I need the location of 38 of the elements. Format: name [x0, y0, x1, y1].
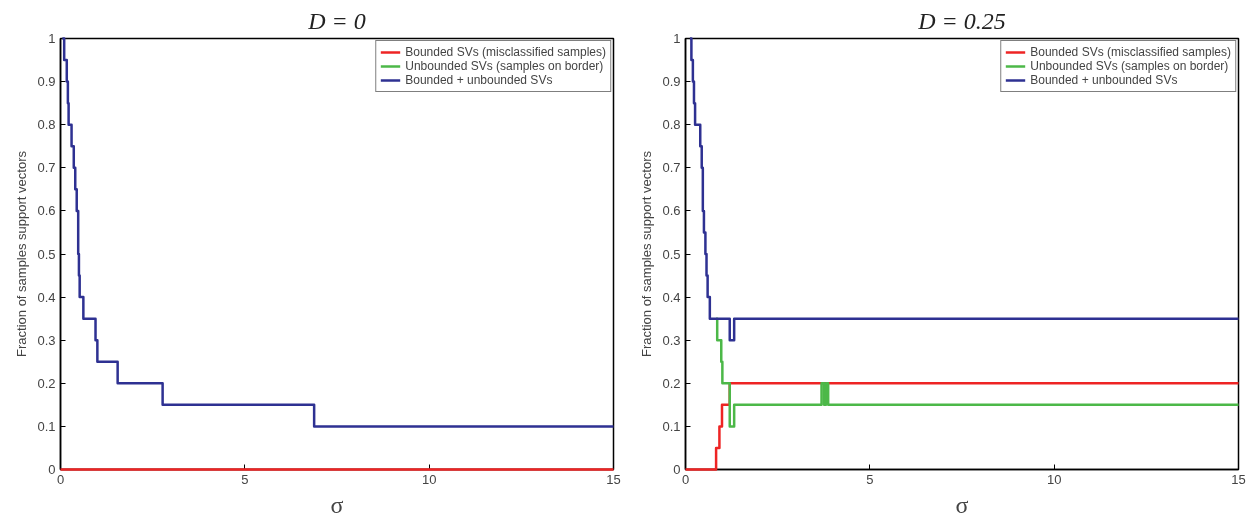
y-tick-label: 0.3: [37, 332, 56, 348]
legend-label: Bounded + unbounded SVs: [405, 73, 553, 87]
legend-label: Bounded + unbounded SVs: [1030, 73, 1178, 87]
chart-title: D = 0.25: [917, 7, 1006, 34]
x-axis-title: σ: [955, 491, 969, 518]
x-tick-label: 15: [1231, 471, 1246, 487]
legend-label: Unbounded SVs (samples on border): [405, 59, 604, 73]
y-tick-label: 0.6: [662, 203, 681, 219]
y-tick-label: 0.1: [37, 418, 56, 434]
y-tick-label: 0.8: [662, 117, 681, 133]
x-tick-label: 15: [606, 471, 621, 487]
y-tick-label: 1: [48, 31, 56, 46]
y-tick-label: 0.5: [662, 246, 681, 262]
legend-label: Unbounded SVs (samples on border): [1030, 59, 1229, 73]
x-tick-label: 5: [241, 471, 249, 487]
y-tick-label: 0.9: [37, 74, 56, 90]
y-tick-label: 0.3: [662, 332, 681, 348]
y-tick-label: 0.7: [662, 160, 681, 176]
y-axis-title: Fraction of samples support vectors: [639, 150, 655, 357]
chart-title: D = 0: [307, 7, 366, 34]
y-tick-label: 0.8: [37, 117, 56, 133]
legend-label: Bounded SVs (misclassified samples): [405, 45, 606, 59]
y-tick-label: 0.2: [37, 375, 56, 391]
y-tick-label: 1: [673, 31, 681, 46]
y-tick-label: 0.2: [662, 375, 681, 391]
x-axis-title: σ: [330, 491, 344, 518]
y-tick-label: 0.4: [37, 289, 56, 305]
y-axis-title: Fraction of samples support vectors: [14, 150, 30, 357]
y-tick-label: 0.9: [662, 74, 681, 90]
y-tick-label: 0.7: [37, 160, 56, 176]
y-tick-label: 0.6: [37, 203, 56, 219]
x-tick-label: 10: [1046, 471, 1062, 487]
y-tick-label: 0.5: [37, 246, 56, 262]
y-tick-label: 0.4: [662, 289, 681, 305]
y-tick-label: 0.1: [662, 418, 681, 434]
legend-label: Bounded SVs (misclassified samples): [1030, 45, 1231, 59]
x-tick-label: 10: [421, 471, 437, 487]
x-tick-label: 5: [866, 471, 874, 487]
